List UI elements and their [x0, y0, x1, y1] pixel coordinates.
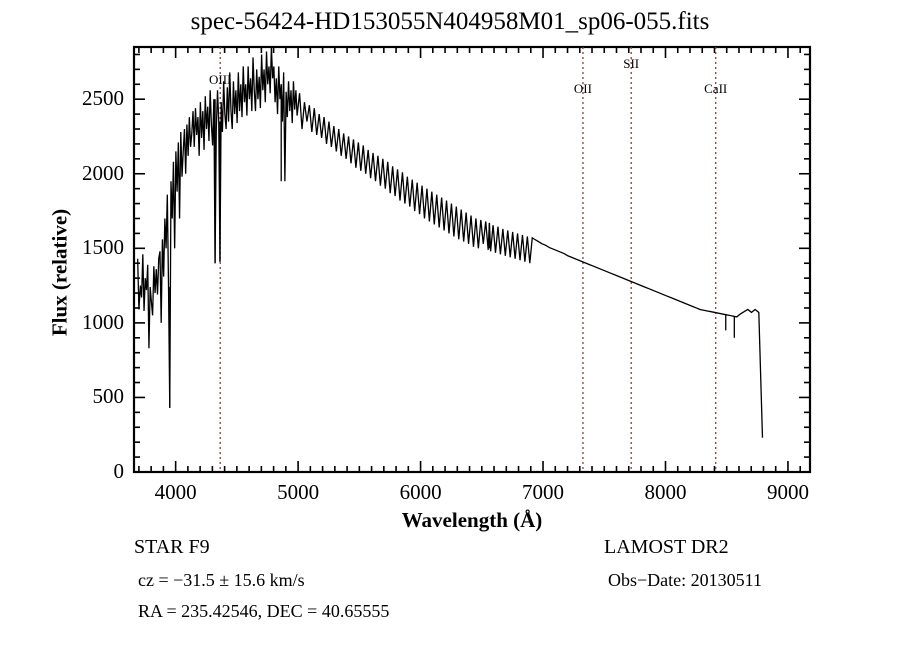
- x-tick-label: 7000: [522, 480, 565, 504]
- footer-star-class: STAR F9: [134, 536, 210, 558]
- x-axis-title: Wavelength (Å): [401, 508, 543, 532]
- y-tick-label: 2000: [82, 160, 124, 185]
- y-tick-label: 1500: [82, 235, 124, 260]
- y-tick-label: 1000: [82, 309, 124, 334]
- plot-frame: [132, 45, 812, 474]
- axis-ticks: [134, 47, 810, 473]
- page-title: spec-56424-HD153055N404958M01_sp06-055.f…: [190, 8, 710, 35]
- y-tick-label: 0: [113, 459, 125, 483]
- footer-survey: LAMOST DR2: [604, 536, 729, 558]
- x-tick-label: 6000: [399, 480, 442, 504]
- x-tick-label: 4000: [154, 480, 197, 504]
- spectral-line-label: CaII: [704, 81, 728, 97]
- y-axis-title: Flux (relative): [47, 208, 72, 337]
- footer-obs-date: Obs−Date: 20130511: [608, 570, 762, 590]
- footer-coordinates: RA = 235.42546, DEC = 40.65555: [138, 601, 390, 621]
- spectral-line-label: OII: [573, 81, 592, 97]
- spectral-line-label: SII: [623, 55, 640, 71]
- spectral-line-markers: [219, 47, 717, 472]
- spectral-line-label: OIII: [209, 72, 232, 88]
- footer-redshift: cz = −31.5 ± 15.6 km/s: [138, 570, 305, 590]
- spectrum-trace: [137, 46, 764, 438]
- x-tick-label: 5000: [277, 480, 320, 504]
- x-tick-label: 8000: [644, 480, 687, 504]
- y-tick-label: 500: [92, 384, 125, 409]
- x-tick-label: 9000: [766, 480, 809, 504]
- y-tick-label: 2500: [82, 86, 124, 111]
